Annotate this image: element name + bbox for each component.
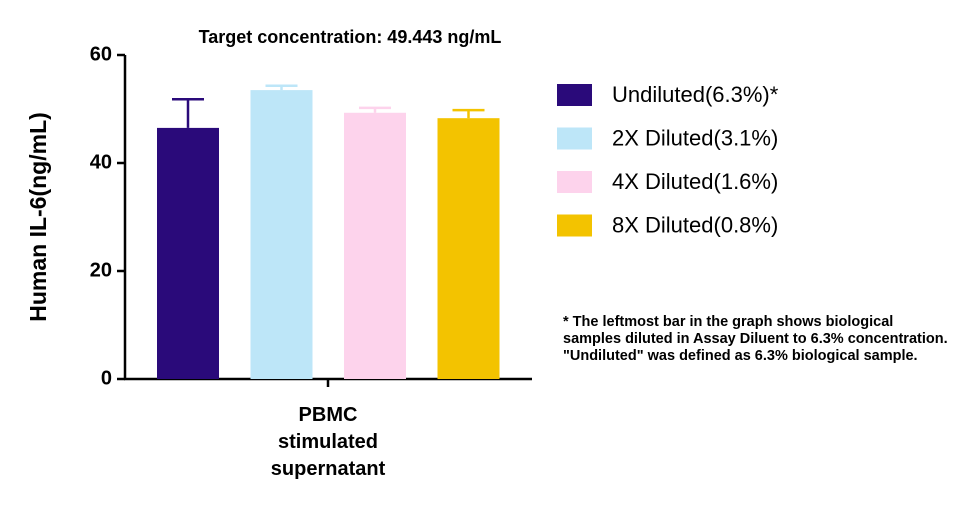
chart-title: Target concentration: 49.443 ng/mL	[199, 27, 502, 47]
y-axis-label: Human IL-6(ng/mL)	[25, 112, 51, 322]
legend-label: 8X Diluted(0.8%)	[612, 212, 778, 237]
bar	[344, 112, 406, 379]
y-tick-label: 20	[90, 259, 112, 281]
legend-swatch	[557, 214, 592, 237]
y-tick-label: 40	[90, 151, 112, 173]
legend-swatch	[557, 84, 592, 106]
annotation: * The leftmost bar in the graph shows bi…	[563, 314, 948, 364]
legend-label: 2X Diluted(3.1%)	[612, 125, 778, 150]
legend-label: 4X Diluted(1.6%)	[612, 169, 778, 194]
x-tick-label: PBMC stimulated supernatant	[270, 404, 386, 480]
bar	[437, 118, 500, 380]
legend-swatch	[557, 127, 592, 150]
legend-swatch	[557, 171, 592, 193]
bar	[250, 90, 313, 379]
legend-label: Undiluted(6.3%)*	[612, 82, 779, 107]
y-tick-label: 0	[101, 367, 112, 389]
bar	[157, 127, 219, 380]
y-tick-label: 60	[90, 43, 112, 65]
